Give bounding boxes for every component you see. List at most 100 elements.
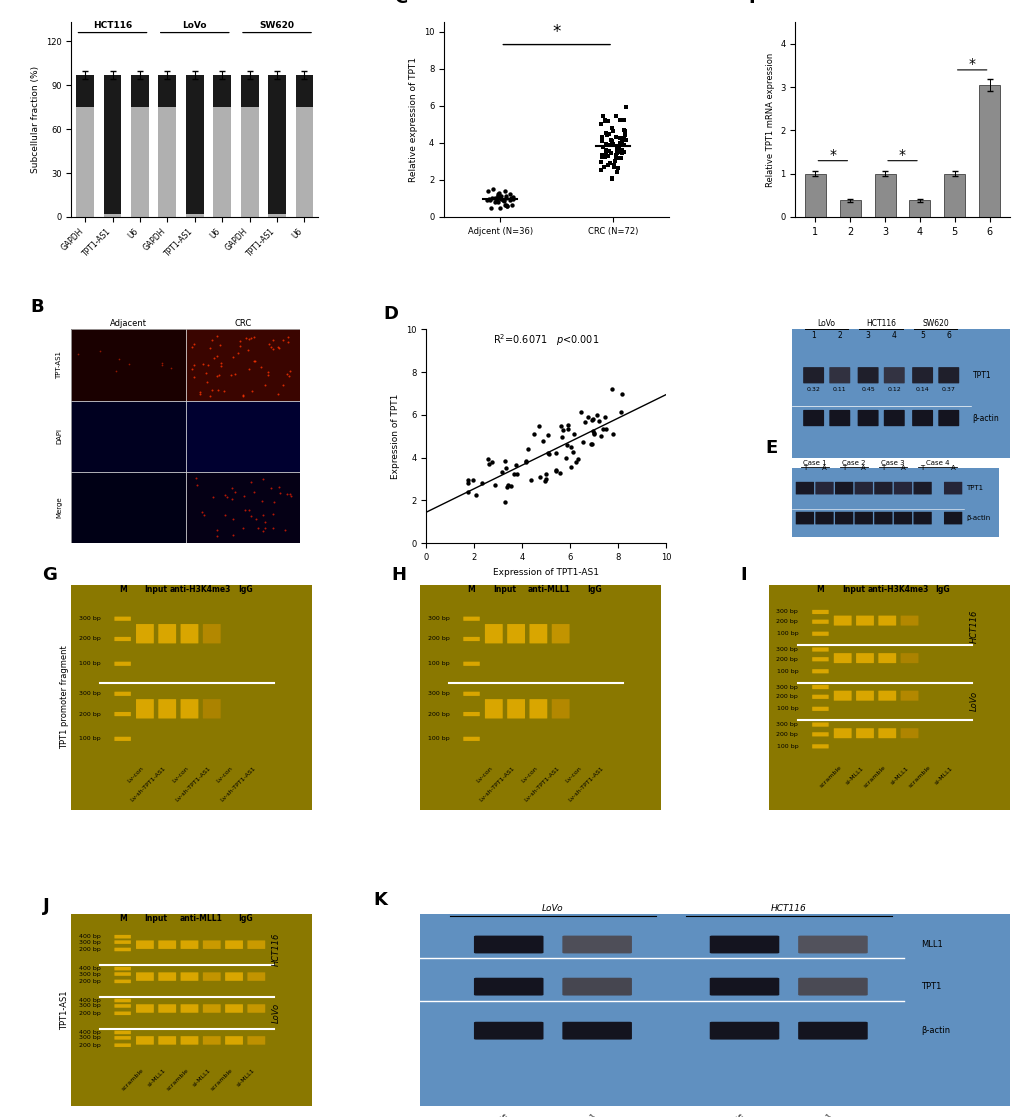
- Text: 100 bp: 100 bp: [78, 736, 100, 742]
- FancyBboxPatch shape: [474, 1022, 543, 1040]
- Point: [603, 380, 620, 398]
- FancyBboxPatch shape: [798, 977, 867, 995]
- Text: si-MLL1: si-MLL1: [147, 1068, 167, 1088]
- Text: *: *: [968, 57, 975, 70]
- Point: [202, 338, 218, 356]
- FancyBboxPatch shape: [529, 699, 547, 718]
- Point: [584, 410, 600, 428]
- FancyBboxPatch shape: [114, 737, 130, 741]
- Point: [276, 522, 292, 540]
- Bar: [296, 75, 313, 107]
- FancyBboxPatch shape: [811, 657, 827, 661]
- FancyBboxPatch shape: [811, 631, 827, 636]
- FancyBboxPatch shape: [463, 617, 479, 621]
- FancyBboxPatch shape: [136, 941, 154, 949]
- Point: [246, 483, 262, 500]
- Point: [204, 331, 220, 349]
- FancyBboxPatch shape: [857, 367, 877, 383]
- Point: [487, 192, 503, 210]
- FancyBboxPatch shape: [506, 624, 525, 643]
- Point: [202, 388, 218, 405]
- Point: [254, 493, 270, 510]
- Text: 300 bp: 300 bp: [78, 972, 100, 976]
- FancyBboxPatch shape: [474, 936, 543, 954]
- FancyBboxPatch shape: [811, 723, 827, 727]
- FancyBboxPatch shape: [484, 699, 502, 718]
- Point: [564, 443, 580, 461]
- Text: D: D: [382, 305, 397, 323]
- Point: [217, 506, 233, 524]
- Point: [592, 161, 608, 179]
- Point: [502, 477, 519, 495]
- Point: [497, 189, 514, 207]
- Bar: [76, 107, 94, 217]
- Point: [499, 477, 516, 495]
- Text: C: C: [394, 0, 408, 7]
- FancyBboxPatch shape: [882, 367, 904, 383]
- Bar: [791, 462, 1009, 543]
- FancyBboxPatch shape: [158, 972, 176, 981]
- FancyBboxPatch shape: [854, 481, 872, 495]
- Text: T: T: [802, 466, 806, 471]
- FancyBboxPatch shape: [463, 691, 479, 696]
- Point: [613, 133, 630, 151]
- FancyBboxPatch shape: [114, 691, 130, 696]
- Text: 200 bp: 200 bp: [78, 978, 100, 984]
- Point: [559, 417, 576, 435]
- Text: anti-MLL1: anti-MLL1: [528, 585, 571, 594]
- Point: [481, 191, 497, 209]
- Text: H: H: [391, 566, 406, 584]
- Point: [234, 385, 251, 403]
- Bar: [240, 107, 258, 217]
- Point: [599, 146, 615, 164]
- Point: [518, 454, 534, 471]
- Point: [183, 360, 200, 378]
- Point: [493, 462, 510, 480]
- FancyBboxPatch shape: [248, 1037, 265, 1044]
- Point: [492, 187, 508, 204]
- FancyBboxPatch shape: [913, 481, 930, 495]
- Point: [585, 426, 601, 443]
- Point: [495, 192, 512, 210]
- Point: [492, 190, 508, 208]
- Bar: [185, 214, 204, 217]
- Bar: [158, 107, 176, 217]
- Point: [607, 107, 624, 125]
- Text: si-MLL1: si-MLL1: [809, 1111, 833, 1117]
- FancyBboxPatch shape: [873, 481, 892, 495]
- FancyBboxPatch shape: [248, 972, 265, 981]
- Point: [480, 450, 496, 468]
- Point: [594, 132, 610, 150]
- Point: [209, 527, 225, 545]
- Text: M: M: [816, 585, 823, 594]
- Point: [205, 488, 221, 506]
- Text: si-MLL1: si-MLL1: [236, 1068, 256, 1088]
- Point: [504, 188, 521, 206]
- Point: [597, 135, 613, 153]
- Point: [612, 149, 629, 166]
- Point: [224, 510, 240, 528]
- Text: 100 bp: 100 bp: [775, 669, 797, 674]
- Point: [281, 485, 298, 503]
- Point: [537, 465, 553, 483]
- FancyBboxPatch shape: [857, 410, 877, 427]
- FancyBboxPatch shape: [814, 512, 833, 524]
- Point: [501, 191, 518, 209]
- Text: Lv-sh-TPT1-AS1: Lv-sh-TPT1-AS1: [174, 765, 212, 802]
- Point: [255, 470, 271, 488]
- FancyBboxPatch shape: [158, 624, 176, 643]
- Point: [240, 361, 257, 379]
- Point: [595, 107, 611, 125]
- Text: Input: Input: [145, 914, 167, 923]
- Text: si-MLL1: si-MLL1: [574, 1111, 596, 1117]
- Point: [185, 335, 202, 353]
- FancyBboxPatch shape: [835, 481, 853, 495]
- Y-axis label: Subcellular fraction (%): Subcellular fraction (%): [32, 66, 41, 173]
- Point: [517, 452, 533, 470]
- Point: [600, 143, 616, 161]
- Point: [490, 187, 506, 204]
- Bar: [213, 107, 231, 217]
- FancyBboxPatch shape: [136, 624, 154, 643]
- FancyBboxPatch shape: [709, 977, 779, 995]
- Text: 100 bp: 100 bp: [78, 661, 100, 666]
